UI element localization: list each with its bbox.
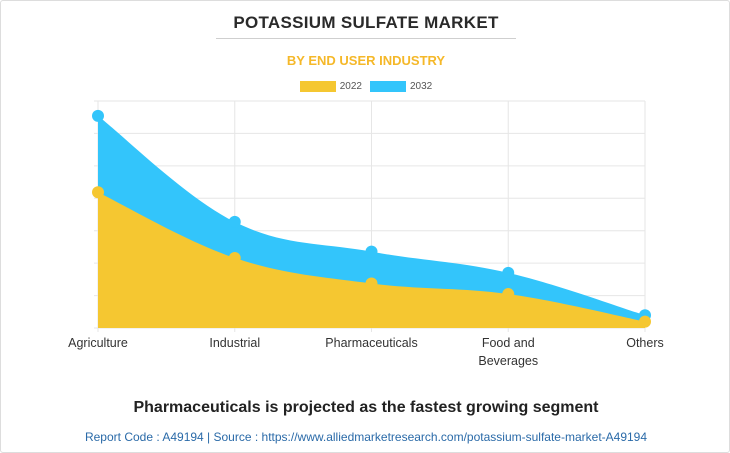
data-point-2022-agriculture — [92, 186, 104, 199]
area-chart-plot: Agriculture Industrial Pharmaceuticals Food… — [68, 100, 664, 368]
data-point-2032-industrial — [228, 215, 241, 228]
legend-label-2032: 2032 — [410, 81, 433, 92]
data-point-2022-industrial — [228, 251, 241, 264]
chart-subtitle: BY END USER INDUSTRY — [286, 53, 446, 68]
data-point-2022-pharmaceuticals — [365, 277, 378, 290]
legend-swatch-2032 — [370, 81, 406, 92]
series-points — [92, 109, 651, 328]
source-footer[interactable]: Report Code : A49194 | Source : https://… — [84, 430, 648, 444]
headline-text: Pharmaceuticals is projected as the fast… — [133, 399, 599, 416]
data-point-2032-food-and-beverages — [502, 266, 515, 279]
x-axis-labels: Agriculture Industrial Pharmaceuticals Food… — [68, 336, 664, 368]
data-point-2032-agriculture — [92, 109, 104, 122]
data-point-2022-food-and-beverages — [502, 288, 515, 301]
legend-swatch-2022 — [299, 81, 336, 92]
legend-item-2022[interactable]: 2022 — [299, 81, 362, 92]
x-tick-label: Others — [626, 336, 664, 350]
data-point-2032-pharmaceuticals — [365, 245, 378, 258]
data-point-2022-others — [639, 315, 651, 328]
legend: 2022 2032 — [1, 81, 730, 92]
x-tick-label: Agriculture — [68, 336, 128, 350]
title-divider — [216, 38, 516, 39]
x-tick-label: Food and Beverages — [478, 336, 538, 368]
chart-title: POTASSIUM SULFATE MARKET — [233, 13, 499, 32]
x-tick-label: Industrial — [209, 336, 260, 350]
legend-label-2022: 2022 — [339, 81, 362, 92]
x-tick-label: Pharmaceuticals — [325, 336, 417, 350]
legend-item-2032[interactable]: 2032 — [370, 81, 432, 92]
